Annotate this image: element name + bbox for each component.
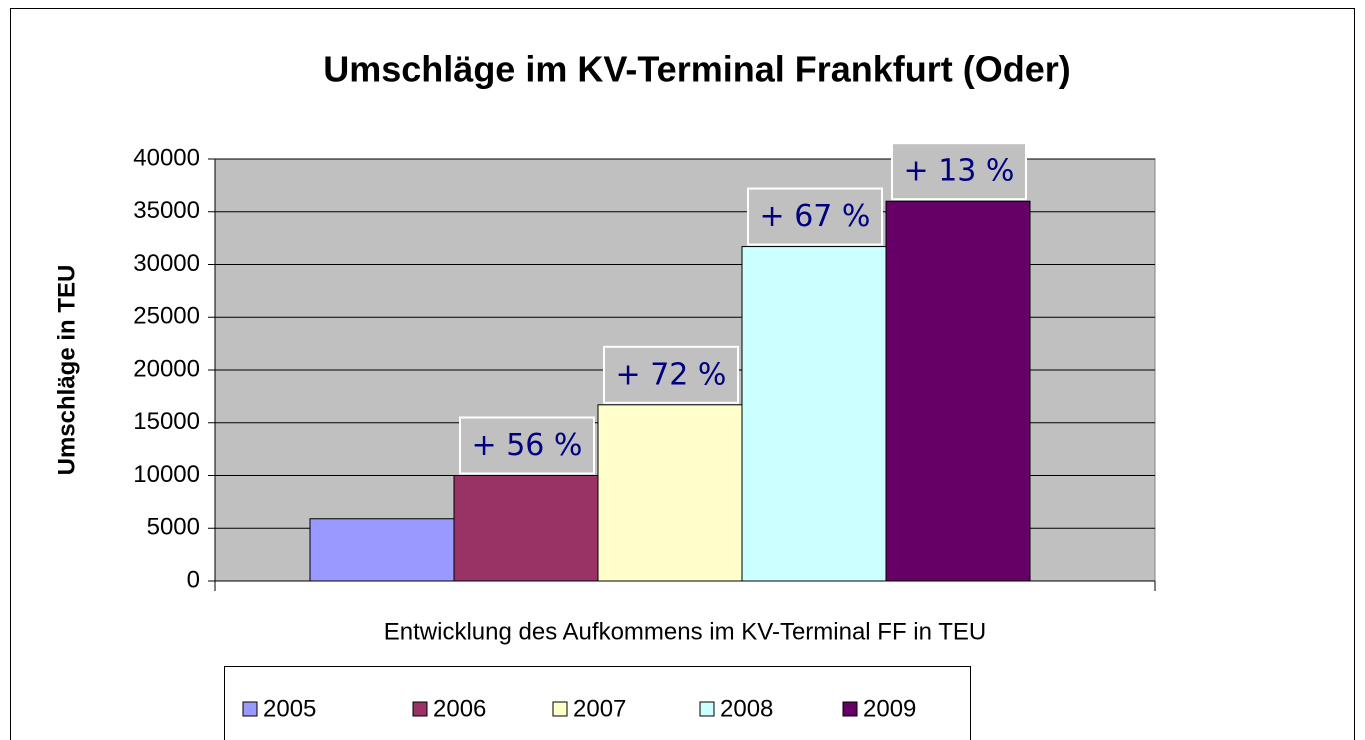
chart-title: Umschläge im KV-Terminal Frankfurt (Oder…: [323, 49, 1071, 90]
y-tick-label: 25000: [133, 303, 200, 330]
bar: [309, 518, 455, 582]
annotation-box: [747, 187, 883, 246]
legend-swatch: [699, 701, 715, 717]
annotation-box: [603, 345, 739, 404]
y-tick-label: 40000: [133, 144, 200, 171]
legend-label: 2008: [720, 695, 773, 722]
y-tick-label: 35000: [133, 197, 200, 224]
y-tick-label: 30000: [133, 250, 200, 277]
y-tick-label: 0: [187, 566, 200, 593]
annotation-box: [459, 416, 595, 475]
legend-swatch: [242, 701, 258, 717]
annotation: + 67 %: [760, 199, 871, 234]
legend-label: 2006: [433, 695, 486, 722]
bar: [597, 404, 743, 582]
annotation: + 56 %: [472, 428, 583, 463]
y-tick-label: 15000: [133, 408, 200, 435]
x-axis-title: Entwicklung des Aufkommens im KV-Termina…: [384, 618, 986, 645]
legend-swatch: [552, 701, 568, 717]
legend-label: 2007: [573, 695, 626, 722]
bar: [453, 475, 599, 582]
annotation: + 72 %: [616, 357, 727, 392]
bar: [885, 200, 1031, 582]
y-tick-label: 20000: [133, 355, 200, 382]
legend-label: 2009: [863, 695, 916, 722]
bar: [741, 246, 887, 582]
y-axis-title: Umschläge in TEU: [53, 265, 80, 476]
legend-label: 2005: [263, 695, 316, 722]
legend-swatch: [842, 701, 858, 717]
y-tick-label: 5000: [147, 514, 200, 541]
y-tick-label: 10000: [133, 461, 200, 488]
annotation: + 13 %: [904, 154, 1015, 189]
annotation-box: [891, 142, 1027, 201]
legend-swatch: [412, 701, 428, 717]
